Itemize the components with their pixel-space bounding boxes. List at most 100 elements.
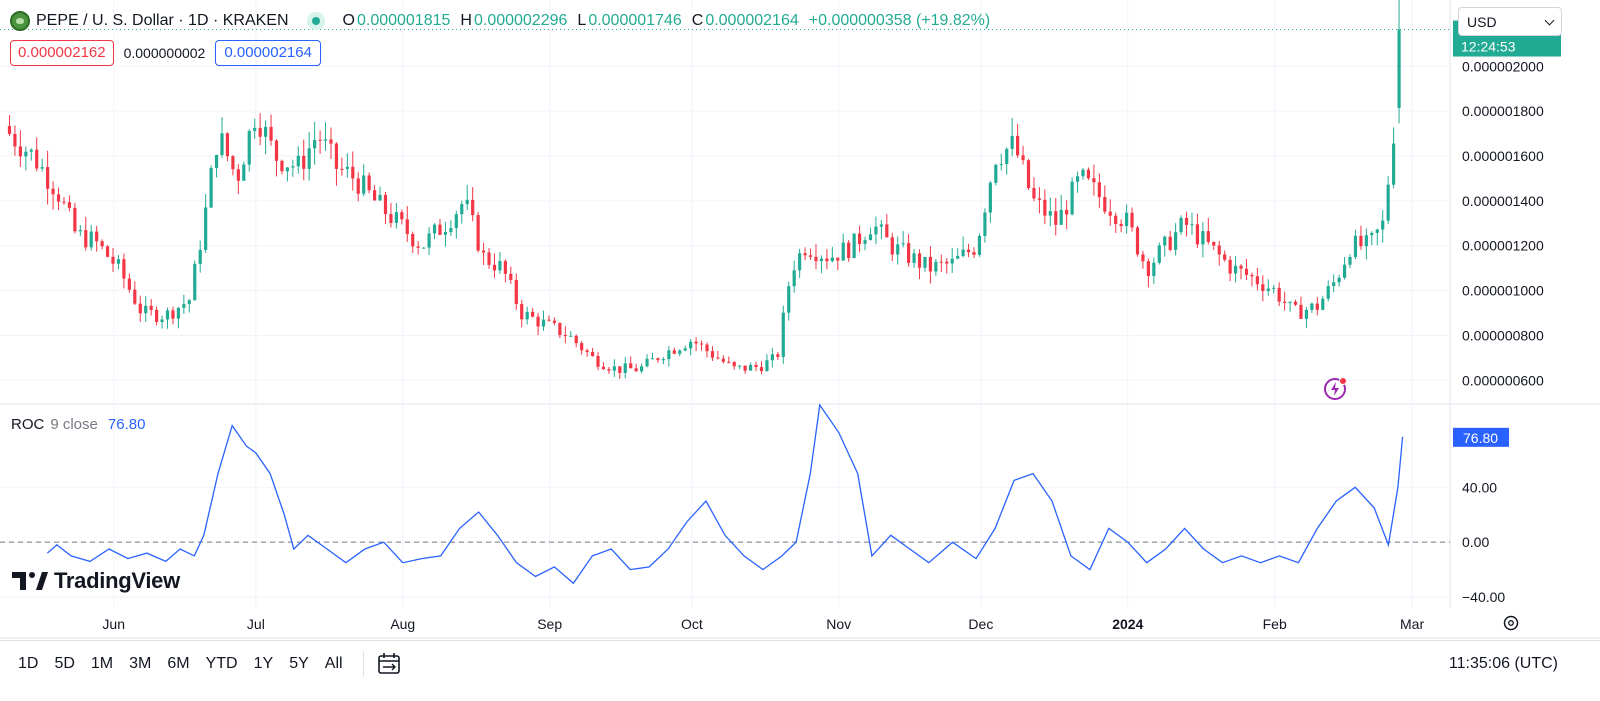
candle-body xyxy=(1005,148,1009,165)
candle-body xyxy=(1326,286,1330,299)
candle-body xyxy=(580,343,584,351)
candle-body xyxy=(1010,135,1014,149)
candle-body xyxy=(945,261,949,264)
range-button-6m[interactable]: 6M xyxy=(167,654,190,672)
candle-body xyxy=(1255,276,1259,285)
candle-body xyxy=(830,257,834,262)
candle-body xyxy=(977,235,982,255)
ohlc-high-key: H xyxy=(460,12,472,29)
candle-body xyxy=(89,231,93,248)
candle-body xyxy=(1048,211,1052,216)
candle-body xyxy=(754,364,758,368)
date-range-icon[interactable] xyxy=(376,651,402,677)
candle-body xyxy=(1233,265,1238,274)
x-tick-label: Jun xyxy=(102,616,125,632)
candle-body xyxy=(803,253,807,256)
range-buttons: 1D 5D 1M 3M 6M YTD 1Y 5Y All xyxy=(8,655,349,673)
candle-body xyxy=(1130,212,1134,228)
candle-body xyxy=(144,305,148,314)
candle-body xyxy=(1174,232,1178,250)
candle-body xyxy=(165,310,170,320)
candle-body xyxy=(313,139,317,149)
candle-body xyxy=(531,311,535,317)
candle-body xyxy=(569,335,573,337)
ohlc-open-key: O xyxy=(342,12,355,29)
candle-body xyxy=(699,343,704,345)
symbol-title[interactable]: PEPE / U. S. Dollar · 1D · KRAKEN xyxy=(36,12,289,29)
candle-body xyxy=(318,139,322,141)
y-tick-label: 0.000001800 xyxy=(1462,103,1544,119)
candle-body xyxy=(1179,217,1183,233)
candle-body xyxy=(111,256,115,264)
candle-body xyxy=(672,350,676,354)
candle-body xyxy=(1043,199,1047,216)
candle-body xyxy=(661,359,665,361)
range-button-1y[interactable]: 1Y xyxy=(253,654,274,672)
candles-group xyxy=(7,0,1401,379)
candle-body xyxy=(890,237,894,255)
candle-body xyxy=(1190,224,1194,226)
candle-body xyxy=(868,234,873,241)
candle-body xyxy=(634,368,638,372)
candle-body xyxy=(907,243,911,263)
candle-body xyxy=(847,242,851,259)
candle-body xyxy=(934,261,938,272)
sell-price-button[interactable]: 0.000002162 xyxy=(10,40,114,66)
candle-body xyxy=(269,126,273,141)
candle-body xyxy=(62,201,66,203)
candle-body xyxy=(400,212,404,220)
range-button-5d[interactable]: 5D xyxy=(54,654,75,672)
utc-clock[interactable]: 11:35:06 (UTC) xyxy=(1448,654,1558,672)
tradingview-logo-text: TradingView xyxy=(54,568,180,593)
candle-body xyxy=(923,256,927,268)
range-button-ytd[interactable]: YTD xyxy=(205,654,238,672)
candle-body xyxy=(231,156,235,170)
candle-body xyxy=(1283,301,1287,303)
candle-body xyxy=(116,259,121,264)
candle-body xyxy=(1364,235,1368,247)
candle-body xyxy=(160,319,164,323)
candle-body xyxy=(629,363,633,369)
range-button-3m[interactable]: 3M xyxy=(129,654,152,672)
candle-body xyxy=(454,214,458,229)
currency-select[interactable]: USD xyxy=(1458,7,1562,36)
candle-body xyxy=(394,212,398,223)
tradingview-logo[interactable]: TradingView xyxy=(12,568,180,594)
range-button-1m[interactable]: 1M xyxy=(90,654,114,672)
ohlc-close-key: C xyxy=(691,12,704,29)
candle-body xyxy=(525,311,529,320)
candle-body xyxy=(1266,288,1270,291)
range-button-5y[interactable]: 5Y xyxy=(289,654,309,672)
candle-body xyxy=(1097,182,1101,198)
candle-body xyxy=(214,155,219,169)
indicator-legend[interactable]: ROC 9 close 76.80 xyxy=(11,416,145,433)
candle-body xyxy=(302,155,306,169)
buy-price-button[interactable]: 0.000002164 xyxy=(215,40,321,66)
candle-body xyxy=(950,258,954,264)
candle-body xyxy=(13,133,17,147)
candle-body xyxy=(1081,169,1085,177)
candle-body xyxy=(601,366,606,370)
candle-body xyxy=(405,219,409,234)
range-button-1d[interactable]: 1D xyxy=(18,654,39,672)
candle-body xyxy=(29,149,33,152)
candle-body xyxy=(765,360,769,372)
range-button-all[interactable]: All xyxy=(324,654,343,672)
candle-body xyxy=(1250,274,1254,277)
candle-body xyxy=(209,168,213,208)
candle-body xyxy=(471,199,475,216)
candle-body xyxy=(1337,277,1341,283)
candle-body xyxy=(389,214,393,223)
flash-news-icon[interactable] xyxy=(1323,377,1347,401)
candle-body xyxy=(1108,211,1112,216)
market-status-icon[interactable] xyxy=(306,12,325,30)
candle-body xyxy=(1070,181,1074,215)
candle-body xyxy=(476,215,480,251)
y-tick-label: 0.000001200 xyxy=(1462,238,1544,254)
candle-body xyxy=(351,166,355,179)
roc-value-label-bg xyxy=(1453,427,1509,447)
settings-gear-icon[interactable] xyxy=(1503,615,1519,631)
candle-body xyxy=(514,279,518,305)
